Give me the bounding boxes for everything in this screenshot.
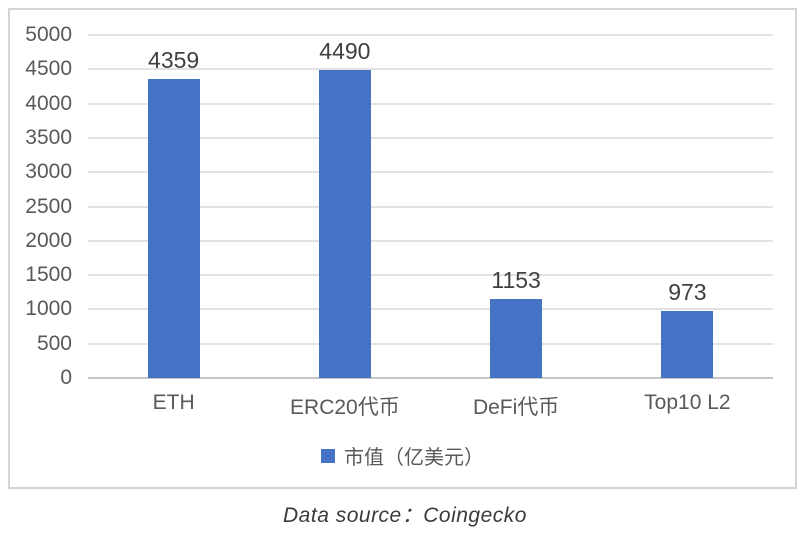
bar-group: 1153 (431, 35, 602, 378)
y-axis-tick-label: 3000 (25, 160, 72, 184)
legend-swatch-icon (321, 448, 335, 463)
data-source-note: Data source：Coingecko (283, 504, 527, 527)
bar-group: 4359 (88, 35, 259, 378)
legend-label: 市值（亿美元） (344, 447, 484, 469)
gridline (88, 171, 773, 174)
y-axis-tick-label: 2000 (25, 228, 72, 252)
gridline (88, 239, 773, 242)
y-axis-tick-label: 4000 (25, 91, 72, 115)
y-axis-tick-label: 1000 (25, 297, 72, 321)
plot-area: 4359 4490 1153 973 (88, 34, 773, 379)
chart-frame: 4359 4490 1153 973 ETH ERC20代币 DeFi代币 Top10 L2… (8, 8, 797, 489)
gridline (88, 34, 773, 36)
bar-group: 4490 (259, 35, 430, 378)
gridline (88, 308, 773, 311)
legend: 市值（亿美元） (10, 441, 795, 470)
gridline (88, 274, 773, 277)
y-axis-tick-label: 0 (60, 366, 72, 389)
y-axis-tick-label: 2500 (25, 194, 72, 218)
bar (490, 298, 543, 378)
x-axis: ETH ERC20代币 DeFi代币 Top10 L2 (88, 391, 773, 421)
gridline (88, 342, 773, 345)
bar (661, 311, 714, 378)
x-axis-category-label: ETH (152, 391, 195, 414)
bar (318, 70, 371, 378)
gridline (88, 205, 773, 208)
bar-group: 973 (602, 35, 773, 378)
x-axis-category-label: DeFi代币 (472, 396, 560, 419)
y-axis-tick-label: 4500 (25, 57, 72, 81)
gridline (88, 102, 773, 105)
x-axis-category-label: ERC20代币 (290, 396, 400, 419)
x-axis-category-label: Top10 L2 (644, 391, 731, 414)
y-axis-tick-label: 5000 (25, 23, 72, 46)
gridline (88, 68, 773, 71)
bar (147, 79, 200, 378)
bar-value-label: 973 (668, 279, 707, 306)
bar-value-label: 1153 (491, 266, 541, 293)
bar-value-label: 4490 (319, 38, 371, 64)
y-axis-tick-label: 3500 (25, 125, 72, 149)
gridline (88, 136, 773, 139)
gridline (88, 377, 773, 379)
bar-value-label: 4359 (148, 47, 200, 73)
y-axis-tick-label: 1500 (25, 263, 72, 287)
y-axis-tick-label: 500 (36, 331, 72, 355)
